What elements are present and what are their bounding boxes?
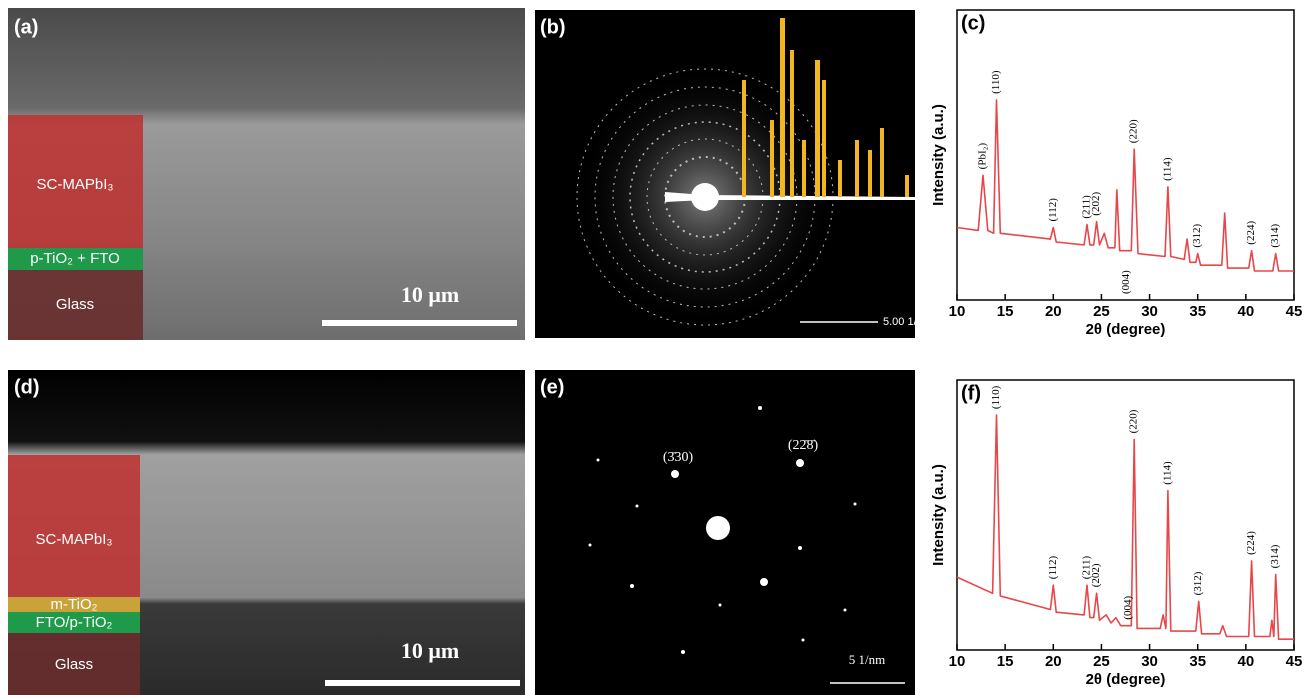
peak-label: (004)	[1122, 596, 1134, 620]
peak-label: (312)	[1191, 223, 1203, 247]
x-tick-label: 20	[1045, 653, 1062, 670]
peak-label: (PbI₂)	[977, 143, 989, 170]
peak-label: (220)	[1128, 119, 1140, 143]
x-tick-label: 20	[1045, 303, 1062, 320]
peak-label: (112)	[1047, 555, 1059, 579]
layer-label: SC-MAPbI₃	[37, 176, 114, 193]
peak-label: (110)	[990, 70, 1002, 94]
scale-label: 10 μm	[401, 638, 459, 663]
scale-label: 10 μm	[401, 282, 459, 307]
y-axis-label: Intensity (a.u.)	[930, 104, 947, 206]
layer-label: p-TiO₂ + FTO	[30, 250, 120, 267]
beam-stop	[691, 183, 719, 211]
peak-label: (114)	[1161, 157, 1173, 181]
panel-d: (d) SC-MAPbI₃ m-TiO₂ FTO/p-TiO₂ Glass 10…	[8, 370, 525, 695]
peak-label: (202)	[1090, 563, 1102, 587]
panel-a: (a) SC-MAPbI₃ p-TiO₂ + FTO Glass 10 μm	[8, 8, 525, 340]
plot-frame	[957, 10, 1294, 300]
peak-label: (312)	[1192, 571, 1204, 595]
panel-label: (c)	[961, 12, 985, 34]
x-tick-label: 25	[1093, 653, 1110, 670]
peak-label: (004)	[1120, 270, 1132, 294]
x-tick-label: 45	[1286, 653, 1303, 670]
x-tick-label: 30	[1141, 303, 1158, 320]
scale-label: 5 1/nm	[849, 652, 885, 667]
panel-b: (b) 5.00 1/nm	[535, 10, 932, 338]
layer-overlay	[8, 455, 140, 597]
panel-label: (d)	[14, 376, 40, 398]
x-tick-label: 15	[997, 653, 1014, 670]
x-tick-label: 30	[1141, 653, 1158, 670]
x-tick-label: 10	[949, 653, 966, 670]
x-tick-label: 40	[1238, 303, 1255, 320]
peak-label: (314)	[1269, 223, 1281, 247]
peak-label: (110)	[990, 385, 1002, 409]
scale-label: 5.00 1/nm	[883, 316, 932, 328]
peak-label: (224)	[1245, 221, 1257, 245]
panel-label: (e)	[540, 376, 564, 398]
peak-label: (114)	[1161, 461, 1173, 485]
peak-label: (220)	[1128, 409, 1140, 433]
chart: (f) 10 15 20 25 30 35 40 45 2θ (degree) Intensity …	[930, 380, 1302, 688]
layer-label: m-TiO₂	[51, 596, 98, 613]
peak-label: (112)	[1047, 198, 1059, 222]
peak-label: (314)	[1269, 544, 1281, 568]
spot-label: (3̄30)	[663, 450, 694, 465]
panel-label: (f)	[961, 382, 981, 404]
layer-label: Glass	[55, 656, 93, 673]
chart: (c) 10 15 20 25 30 35 40 45 2θ (degree) Intensity …	[930, 10, 1302, 338]
peak-label: (224)	[1245, 531, 1257, 555]
y-axis-label: Intensity (a.u.)	[930, 464, 947, 566]
data-line	[957, 100, 1294, 271]
panel-e: (e) (3̄30) (22̄8̄) 5 1/nm	[535, 370, 915, 695]
x-tick-label: 15	[997, 303, 1014, 320]
x-axis-label: 2θ (degree)	[1086, 321, 1166, 338]
layer-label: Glass	[56, 296, 94, 313]
x-tick-label: 45	[1286, 303, 1303, 320]
panel-label: (b)	[540, 16, 566, 38]
spot-label: (22̄8̄)	[788, 438, 819, 453]
x-tick-label: 10	[949, 303, 966, 320]
figure: (a) SC-MAPbI₃ p-TiO₂ + FTO Glass 10 μm (…	[0, 0, 1307, 695]
x-axis-label: 2θ (degree)	[1086, 671, 1166, 688]
panel-label: (a)	[14, 16, 38, 38]
x-tick-label: 40	[1238, 653, 1255, 670]
page: (a) SC-MAPbI₃ p-TiO₂ + FTO Glass 10 μm (…	[0, 0, 1307, 695]
x-tick-label: 35	[1189, 653, 1206, 670]
peak-label: (202)	[1090, 192, 1102, 216]
x-tick-label: 25	[1093, 303, 1110, 320]
layer-label: FTO/p-TiO₂	[36, 614, 113, 631]
x-tick-label: 35	[1189, 303, 1206, 320]
layer-label: SC-MAPbI₃	[36, 531, 113, 548]
